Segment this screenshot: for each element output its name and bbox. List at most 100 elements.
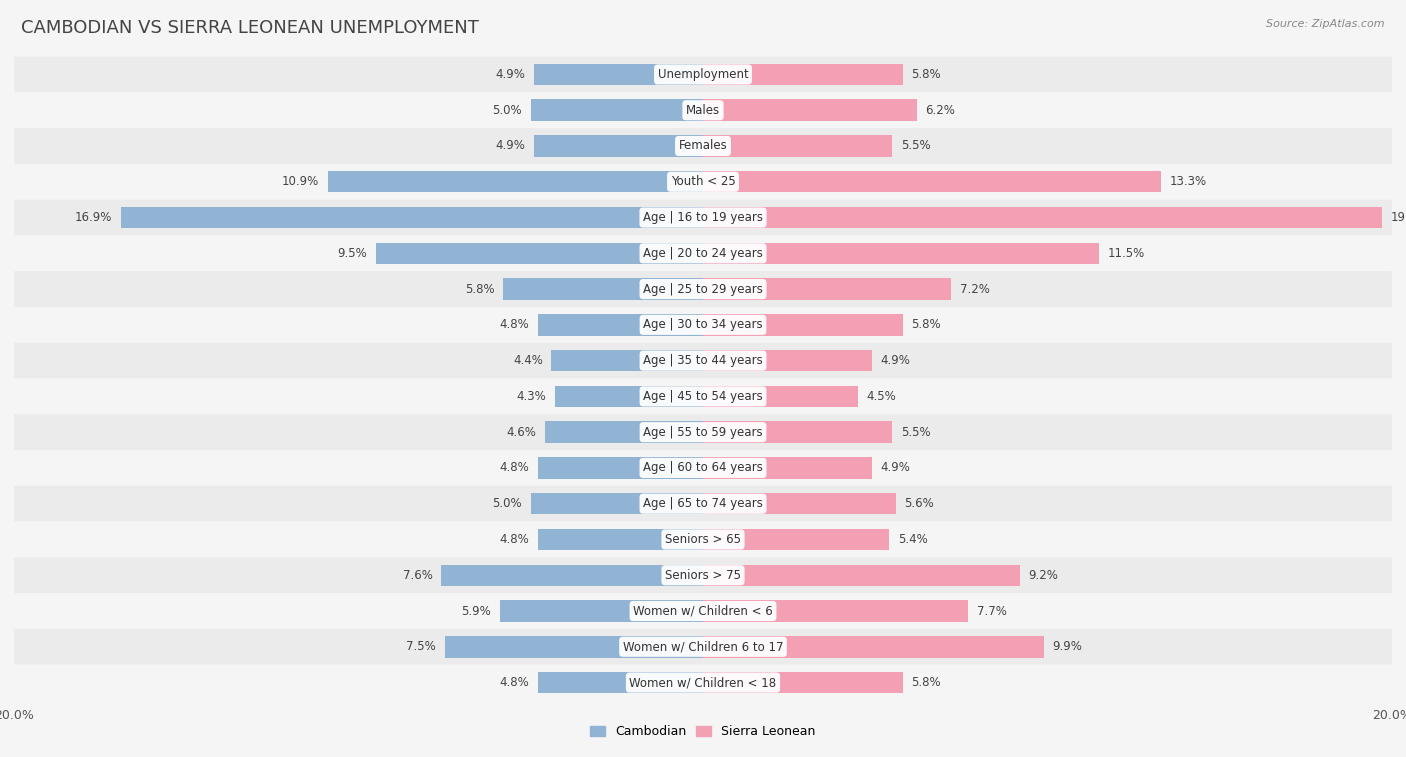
Text: 16.9%: 16.9% [75,211,112,224]
Text: 4.3%: 4.3% [516,390,547,403]
Bar [703,600,969,621]
Text: Youth < 25: Youth < 25 [671,176,735,188]
Bar [703,528,889,550]
FancyBboxPatch shape [14,343,1392,378]
Text: 5.4%: 5.4% [897,533,928,546]
Text: Age | 20 to 24 years: Age | 20 to 24 years [643,247,763,260]
Text: Age | 60 to 64 years: Age | 60 to 64 years [643,462,763,475]
FancyBboxPatch shape [14,450,1392,486]
Text: 4.8%: 4.8% [499,533,529,546]
Bar [328,171,703,192]
Bar [703,385,858,407]
Bar [703,671,903,693]
Text: 7.6%: 7.6% [402,569,433,581]
Bar [703,171,1161,192]
Bar [537,314,703,335]
FancyBboxPatch shape [14,200,1392,235]
Bar [703,493,896,515]
Text: 7.7%: 7.7% [977,605,1007,618]
Bar [703,565,1019,586]
FancyBboxPatch shape [14,378,1392,414]
Text: 5.8%: 5.8% [911,68,941,81]
FancyBboxPatch shape [14,486,1392,522]
Text: 11.5%: 11.5% [1108,247,1144,260]
FancyBboxPatch shape [14,522,1392,557]
Legend: Cambodian, Sierra Leonean: Cambodian, Sierra Leonean [585,721,821,743]
Text: Seniors > 75: Seniors > 75 [665,569,741,581]
Bar [537,528,703,550]
Text: 4.6%: 4.6% [506,425,536,438]
Bar [551,350,703,372]
Bar [703,636,1045,658]
Text: CAMBODIAN VS SIERRA LEONEAN UNEMPLOYMENT: CAMBODIAN VS SIERRA LEONEAN UNEMPLOYMENT [21,19,479,37]
Bar [531,99,703,121]
Bar [444,636,703,658]
Text: Females: Females [679,139,727,152]
Text: Age | 45 to 54 years: Age | 45 to 54 years [643,390,763,403]
Text: 13.3%: 13.3% [1170,176,1206,188]
FancyBboxPatch shape [14,92,1392,128]
Text: 7.2%: 7.2% [960,282,990,295]
Bar [555,385,703,407]
Bar [703,314,903,335]
Bar [121,207,703,229]
Bar [703,207,1382,229]
Text: Women w/ Children < 6: Women w/ Children < 6 [633,605,773,618]
FancyBboxPatch shape [14,235,1392,271]
Bar [703,279,950,300]
Bar [375,242,703,264]
FancyBboxPatch shape [14,271,1392,307]
Bar [703,99,917,121]
Text: 4.4%: 4.4% [513,354,543,367]
Text: 5.0%: 5.0% [492,497,522,510]
Text: Seniors > 65: Seniors > 65 [665,533,741,546]
Text: 4.9%: 4.9% [880,462,910,475]
FancyBboxPatch shape [14,414,1392,450]
Text: Age | 55 to 59 years: Age | 55 to 59 years [643,425,763,438]
Text: 4.8%: 4.8% [499,676,529,689]
FancyBboxPatch shape [14,164,1392,200]
Text: Age | 30 to 34 years: Age | 30 to 34 years [643,319,763,332]
Bar [703,457,872,478]
Text: 7.5%: 7.5% [406,640,436,653]
Text: Age | 16 to 19 years: Age | 16 to 19 years [643,211,763,224]
Text: Age | 65 to 74 years: Age | 65 to 74 years [643,497,763,510]
Text: 4.9%: 4.9% [496,68,526,81]
Bar [703,422,893,443]
FancyBboxPatch shape [14,665,1392,700]
Text: 5.5%: 5.5% [901,425,931,438]
Bar [534,64,703,86]
Bar [499,600,703,621]
Text: 9.5%: 9.5% [337,247,367,260]
Text: 4.8%: 4.8% [499,462,529,475]
Text: 4.8%: 4.8% [499,319,529,332]
Text: 9.9%: 9.9% [1053,640,1083,653]
Text: Unemployment: Unemployment [658,68,748,81]
Bar [534,136,703,157]
Text: 5.5%: 5.5% [901,139,931,152]
FancyBboxPatch shape [14,307,1392,343]
FancyBboxPatch shape [14,629,1392,665]
Text: Source: ZipAtlas.com: Source: ZipAtlas.com [1267,19,1385,29]
FancyBboxPatch shape [14,593,1392,629]
Text: 9.2%: 9.2% [1029,569,1059,581]
Bar [703,64,903,86]
Text: 10.9%: 10.9% [281,176,319,188]
Text: 4.9%: 4.9% [496,139,526,152]
FancyBboxPatch shape [14,57,1392,92]
FancyBboxPatch shape [14,557,1392,593]
Text: 6.2%: 6.2% [925,104,955,117]
Bar [441,565,703,586]
Bar [544,422,703,443]
Text: 5.0%: 5.0% [492,104,522,117]
Text: Women w/ Children < 18: Women w/ Children < 18 [630,676,776,689]
Bar [703,242,1099,264]
Text: 4.9%: 4.9% [880,354,910,367]
Text: Women w/ Children 6 to 17: Women w/ Children 6 to 17 [623,640,783,653]
Text: Age | 35 to 44 years: Age | 35 to 44 years [643,354,763,367]
Text: 4.5%: 4.5% [866,390,897,403]
Bar [703,350,872,372]
Bar [503,279,703,300]
Bar [703,136,893,157]
FancyBboxPatch shape [14,128,1392,164]
